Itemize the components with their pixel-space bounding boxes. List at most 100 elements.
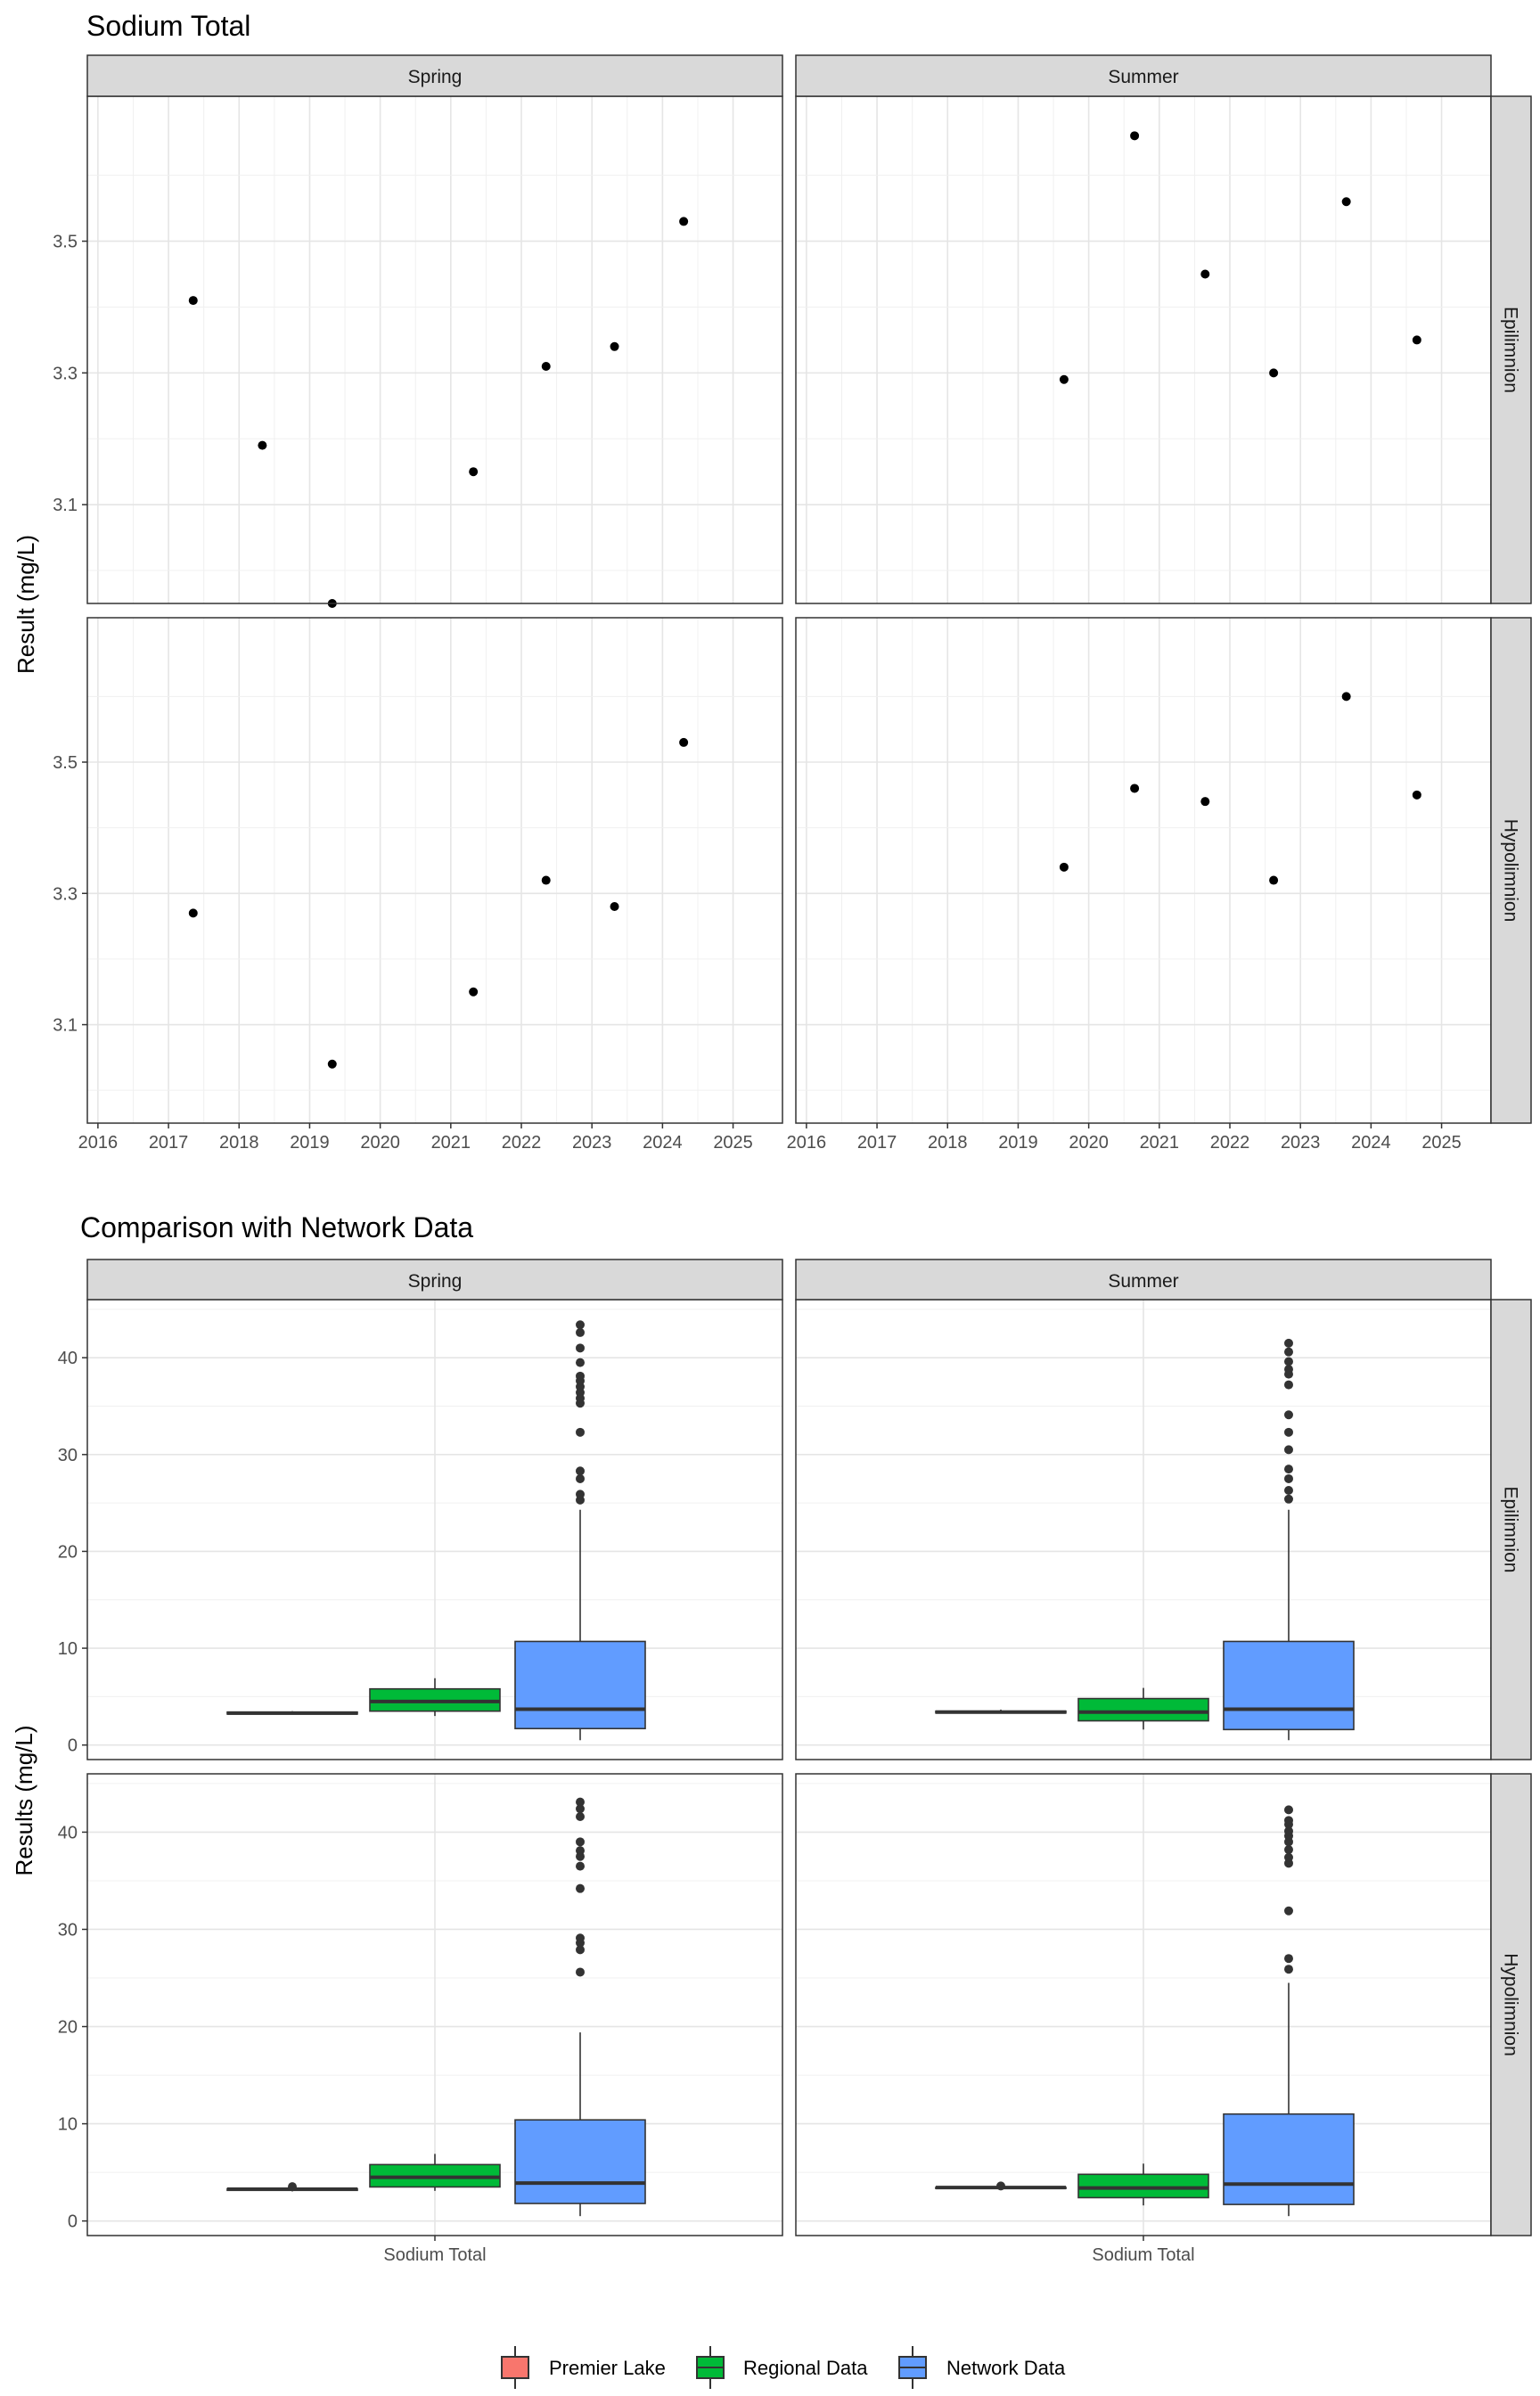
scatter-x-tick-label: 2025 <box>1421 1133 1462 1153</box>
box-strip-summer <box>795 1259 1492 1301</box>
scatter-x-tick-label: 2021 <box>1140 1133 1180 1153</box>
box-network-data-outlier-point <box>1284 1338 1293 1348</box>
box-network-data-outlier-point <box>1284 1494 1293 1504</box>
box-network-data-outlier-point <box>576 1343 585 1353</box>
box-network-data-outlier-point <box>576 1427 585 1437</box>
boxplot-facet-grid: 0 10 20 30 40 0 10 20 30 40 Sodium Total Sodium Tot… <box>58 1259 1532 2265</box>
scatter-panel-background <box>796 618 1491 1123</box>
legend-label-regional-data: Regional Data <box>743 2357 868 2379</box>
scatter-strip-epilimnion <box>1490 95 1532 604</box>
scatter-point <box>679 217 689 226</box>
bottom-chart-ylabel: Results (mg/L) <box>11 1725 37 1875</box>
scatter-point <box>469 467 479 477</box>
scatter-point <box>1412 790 1421 800</box>
box-network-data-iqr-box <box>514 2119 646 2204</box>
box-network-data-outlier-point <box>1284 1826 1293 1836</box>
box-network-data-outlier-point <box>576 1327 585 1337</box>
scatter-point <box>469 987 479 997</box>
box-y-tick-label: 10 <box>58 1639 78 1659</box>
box-network-data-outlier-point <box>1284 1365 1293 1374</box>
box-y-tick-label: 30 <box>58 1920 78 1940</box>
box-network-data-outlier-point <box>576 1846 585 1856</box>
box-y-tick-label: 30 <box>58 1446 78 1465</box>
box-y-tick-label: 40 <box>58 1823 78 1842</box>
box-network-data <box>514 1797 646 2217</box>
scatter-point <box>1059 862 1069 872</box>
scatter-x-tick-label: 2022 <box>502 1133 542 1153</box>
scatter-x-tick-label: 2018 <box>928 1133 968 1153</box>
scatter-x-tick-label: 2017 <box>857 1133 897 1153</box>
box-network-data-outlier-point <box>576 1466 585 1476</box>
box-network-data-outlier-point <box>576 1371 585 1381</box>
scatter-point <box>1130 784 1140 793</box>
box-network-data-outlier-point <box>576 1811 585 1821</box>
box-y-tick-label: 40 <box>58 1349 78 1368</box>
box-network-data-outlier-point <box>576 1473 585 1483</box>
box-network-data-outlier-point <box>1284 1357 1293 1366</box>
box-network-data-iqr-box <box>1223 2113 1355 2205</box>
box-regional-data <box>369 2154 501 2191</box>
box-regional-data-iqr-box <box>1077 1697 1209 1722</box>
box-strip-label-summer: Summer <box>1108 1271 1178 1292</box>
box-network-data-outlier-point <box>1284 1410 1293 1420</box>
scatter-facet-grid: 3.1 3.3 3.5 3.1 3.3 3.5 2016 2017 2018 2019 2020 20… <box>53 54 1532 1153</box>
box-strip-label-epilimnion: Epilimnion <box>1501 1487 1521 1573</box>
scatter-point <box>541 361 551 371</box>
scatter-x-tick-label: 2019 <box>290 1133 330 1153</box>
scatter-panel-spring-epilimnion <box>86 95 783 608</box>
box-premier-lake-outlier-point <box>996 2181 1005 2191</box>
box-network-data-outlier-point <box>576 1489 585 1499</box>
box-network-data-outlier-point <box>576 1933 585 1943</box>
box-network-data-outlier-point <box>1284 1906 1293 1916</box>
scatter-point <box>679 737 689 747</box>
scatter-point <box>610 902 619 911</box>
scatter-panel-background <box>796 96 1491 603</box>
box-strip-label-spring: Spring <box>408 1271 463 1292</box>
scatter-x-tick-label: 2025 <box>713 1133 753 1153</box>
scatter-x-tick-label: 2024 <box>643 1133 683 1153</box>
box-y-tick-label: 0 <box>68 1736 78 1756</box>
box-network-data-outlier-point <box>576 1967 585 1977</box>
box-network-data <box>1223 1338 1355 1741</box>
legend-item-regional-data: Regional Data <box>696 2346 868 2389</box>
box-network-data-outlier-point <box>576 1804 585 1814</box>
scatter-point <box>1341 197 1351 207</box>
scatter-point <box>258 440 267 450</box>
scatter-x-tick-label: 2023 <box>1281 1133 1321 1153</box>
scatter-x-tick-label: 2024 <box>1351 1133 1391 1153</box>
scatter-point <box>1130 131 1140 141</box>
scatter-panel-summer-hypolimnion <box>795 617 1492 1124</box>
box-network-data-outlier-point <box>576 1861 585 1871</box>
box-premier-lake-outlier-point <box>288 2182 297 2192</box>
box-network-data-outlier-point <box>576 1320 585 1330</box>
box-network-data-outlier-point <box>1284 1445 1293 1455</box>
box-strip-hypolimnion <box>1490 1773 1532 2236</box>
box-x-tick-label: Sodium Total <box>1092 2245 1194 2265</box>
bottom-chart-title: Comparison with Network Data <box>80 1211 473 1243</box>
box-network-data <box>514 1320 646 1741</box>
box-premier-lake <box>935 1709 1067 1714</box>
box-network-data-outlier-point <box>576 1883 585 1893</box>
legend-key-premier-lake <box>501 2356 529 2379</box>
scatter-point <box>1269 875 1279 885</box>
box-network-data-outlier-point <box>1284 1486 1293 1496</box>
scatter-strip-hypolimnion <box>1490 617 1532 1124</box>
scatter-y-tick-label: 3.3 <box>53 364 78 383</box>
scatter-panel-background <box>87 96 782 603</box>
scatter-strip-label-summer: Summer <box>1108 67 1178 87</box>
box-x-tick-label: Sodium Total <box>383 2245 486 2265</box>
scatter-x-tick-label: 2016 <box>78 1133 119 1153</box>
scatter-point <box>1200 269 1210 279</box>
box-network-data-outlier-point <box>576 1797 585 1807</box>
top-chart-ylabel: Result (mg/L) <box>12 535 39 674</box>
box-panel-summer-hypolimnion <box>795 1773 1492 2236</box>
box-y-tick-label: 20 <box>58 1542 78 1562</box>
scatter-x-tick-label: 2022 <box>1210 1133 1250 1153</box>
scatter-y-tick-label: 3.5 <box>53 753 78 773</box>
box-premier-lake <box>226 1711 358 1715</box>
scatter-panel-summer-epilimnion <box>795 95 1492 604</box>
legend-item-network-data: Network Data <box>898 2346 1066 2389</box>
box-strip-label-hypolimnion: Hypolimnion <box>1501 1953 1521 2056</box>
box-network-data-outlier-point <box>1284 1965 1293 1974</box>
box-y-tick-label: 20 <box>58 2018 78 2038</box>
